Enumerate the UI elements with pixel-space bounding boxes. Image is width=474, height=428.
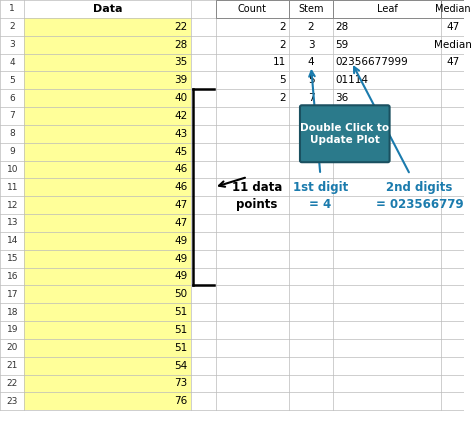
Text: 2: 2 [280,39,286,50]
Text: 2nd digits
= 023566779: 2nd digits = 023566779 [376,181,463,211]
Bar [25,268,191,285]
Text: 59: 59 [335,39,348,50]
Text: 10: 10 [7,165,18,174]
Text: 47: 47 [446,57,459,68]
Text: 5: 5 [308,75,314,85]
Bar [25,36,191,54]
Bar [25,285,191,303]
Bar [25,160,191,178]
Text: 49: 49 [174,271,187,282]
Text: Double Click to
Update Plot: Double Click to Update Plot [300,123,389,145]
Text: 2: 2 [9,22,15,31]
Text: 11: 11 [273,57,286,68]
Text: 11: 11 [7,183,18,192]
Bar [25,339,191,357]
Text: 49: 49 [174,236,187,246]
Bar [25,357,191,374]
Bar [25,71,191,89]
Bar [25,18,191,36]
Text: 20: 20 [7,343,18,352]
FancyBboxPatch shape [300,105,390,162]
Text: 11 data
points: 11 data points [232,181,282,211]
Bar [216,0,289,18]
Text: 51: 51 [174,343,187,353]
Text: 7: 7 [308,93,314,103]
Bar [25,89,191,107]
Text: 15: 15 [7,254,18,263]
Text: 3: 3 [308,39,314,50]
Text: 9: 9 [9,147,15,156]
Bar [25,321,191,339]
Text: 47: 47 [446,22,459,32]
Text: 14: 14 [7,236,18,245]
Text: 5: 5 [9,76,15,85]
Text: 73: 73 [174,378,187,389]
Text: 46: 46 [174,164,187,175]
Text: 42: 42 [174,111,187,121]
Bar [25,143,191,160]
Text: 2: 2 [308,22,314,32]
Bar [25,196,191,214]
Text: 22: 22 [7,379,18,388]
Text: 47: 47 [174,200,187,210]
Text: 16: 16 [7,272,18,281]
Text: 39: 39 [174,75,187,85]
Text: 50: 50 [174,289,187,299]
Text: 12: 12 [7,201,18,210]
Text: Count: Count [238,4,267,14]
Bar [25,303,191,321]
Bar [333,0,441,18]
Text: 6: 6 [9,94,15,103]
Bar [25,125,191,143]
Text: 45: 45 [174,146,187,157]
Bar [25,374,191,392]
Text: 4: 4 [308,57,314,68]
Text: 1: 1 [9,4,15,13]
Bar [25,250,191,268]
Text: 28: 28 [335,22,348,32]
Text: 3: 3 [9,40,15,49]
Text: 7: 7 [9,111,15,120]
Text: 47: 47 [174,218,187,228]
Text: 49: 49 [174,253,187,264]
Bar [289,0,333,18]
Text: 01114: 01114 [335,75,368,85]
Text: 4: 4 [9,58,15,67]
Text: Median: Median [435,4,470,14]
Text: 22: 22 [174,22,187,32]
Text: 1st digit
= 4: 1st digit = 4 [293,181,348,211]
Text: 2: 2 [280,93,286,103]
Text: 18: 18 [7,308,18,317]
Text: 19: 19 [7,325,18,334]
Text: 2: 2 [280,22,286,32]
Text: 46: 46 [174,182,187,192]
Bar [25,178,191,196]
Bar [25,232,191,250]
Text: 35: 35 [174,57,187,68]
Text: 51: 51 [174,325,187,335]
Bar [441,0,465,18]
Bar [25,107,191,125]
Text: 5: 5 [280,75,286,85]
Text: 51: 51 [174,307,187,317]
Text: Data: Data [93,4,122,14]
Bar [25,54,191,71]
Text: 02356677999: 02356677999 [335,57,408,68]
Text: 23: 23 [7,397,18,406]
Text: Stem: Stem [298,4,324,14]
Text: Median: Median [434,39,472,50]
Text: 28: 28 [174,39,187,50]
Text: 13: 13 [7,218,18,227]
Text: 21: 21 [7,361,18,370]
Text: 76: 76 [174,396,187,406]
Text: 40: 40 [174,93,187,103]
Text: 36: 36 [335,93,348,103]
Bar [25,214,191,232]
Text: 43: 43 [174,129,187,139]
Text: Leaf: Leaf [377,4,397,14]
Text: 54: 54 [174,360,187,371]
Text: 8: 8 [9,129,15,138]
Text: 17: 17 [7,290,18,299]
Bar [25,392,191,410]
